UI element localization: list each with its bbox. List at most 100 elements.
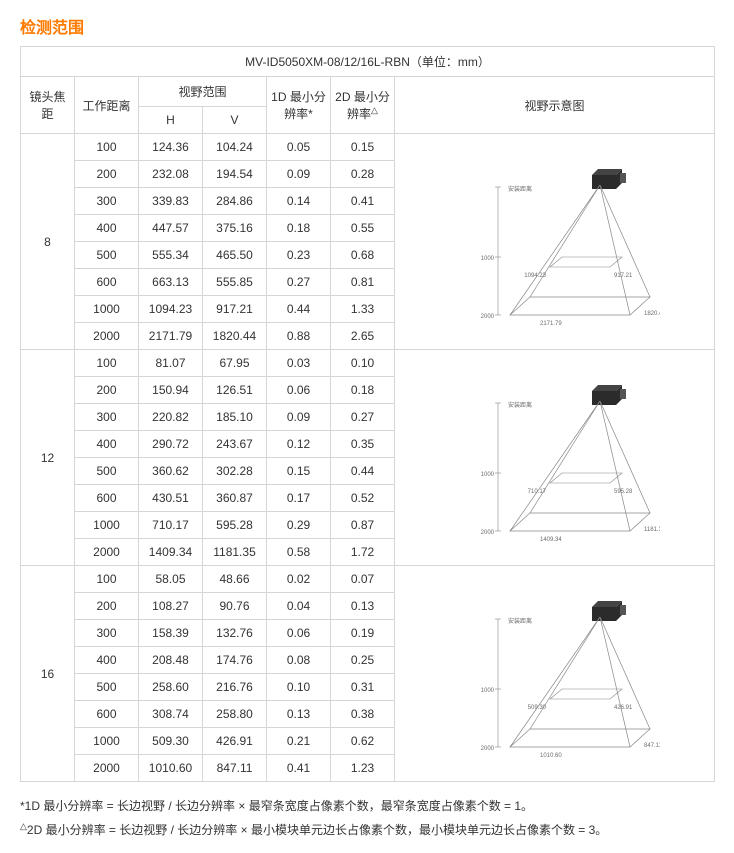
min1d-cell: 0.09 — [267, 404, 331, 431]
table-row: 1210081.0767.950.030.1010002000安装距离710.1… — [21, 350, 715, 377]
fov-v-cell: 917.21 — [203, 296, 267, 323]
fov-v-cell: 360.87 — [203, 485, 267, 512]
min1d-cell: 0.10 — [267, 674, 331, 701]
fov-v-cell: 216.76 — [203, 674, 267, 701]
fov-h-cell: 2171.79 — [139, 323, 203, 350]
fov-v-cell: 284.86 — [203, 188, 267, 215]
footnote-2d: △2D 最小分辨率 = 长边视野 / 长边分辨率 × 最小模块单元边长占像素个数… — [20, 818, 714, 842]
svg-text:1409.34: 1409.34 — [540, 537, 562, 543]
fov-h-cell: 58.05 — [139, 566, 203, 593]
wd-cell: 100 — [75, 350, 139, 377]
wd-cell: 500 — [75, 458, 139, 485]
svg-text:2000: 2000 — [480, 314, 494, 320]
min2d-cell: 0.10 — [331, 350, 395, 377]
fov-h-cell: 81.07 — [139, 350, 203, 377]
model-header: MV-ID5050XM-08/12/16L-RBN（单位：mm） — [21, 47, 715, 77]
fov-h-cell: 509.30 — [139, 728, 203, 755]
svg-text:847.11: 847.11 — [644, 743, 660, 749]
min2d-cell: 2.65 — [331, 323, 395, 350]
fov-h-cell: 290.72 — [139, 431, 203, 458]
min2d-cell: 0.13 — [331, 593, 395, 620]
wd-cell: 200 — [75, 593, 139, 620]
svg-text:426.91: 426.91 — [614, 705, 633, 711]
footnote-2d-sup: △ — [20, 821, 27, 831]
wd-cell: 300 — [75, 404, 139, 431]
fov-v-cell: 258.80 — [203, 701, 267, 728]
wd-cell: 500 — [75, 242, 139, 269]
wd-cell: 1000 — [75, 296, 139, 323]
focal-cell: 16 — [21, 566, 75, 782]
head-1d-l1: 1D 最小分 — [271, 90, 326, 104]
head-focal: 镜头焦距 — [21, 77, 75, 134]
footnotes: *1D 最小分辨率 = 长边视野 / 长边分辨率 × 最窄条宽度占像素个数，最窄… — [20, 796, 714, 841]
min2d-cell: 0.62 — [331, 728, 395, 755]
head-fov: 视野范围 — [139, 77, 267, 107]
fov-v-cell: 595.28 — [203, 512, 267, 539]
min2d-cell: 0.27 — [331, 404, 395, 431]
focal-cell: 12 — [21, 350, 75, 566]
focal-cell: 8 — [21, 134, 75, 350]
fov-v-cell: 426.91 — [203, 728, 267, 755]
footnote-1d: *1D 最小分辨率 = 长边视野 / 长边分辨率 × 最窄条宽度占像素个数，最窄… — [20, 796, 714, 818]
min2d-cell: 0.35 — [331, 431, 395, 458]
fov-v-cell: 132.76 — [203, 620, 267, 647]
wd-cell: 100 — [75, 134, 139, 161]
min1d-cell: 0.04 — [267, 593, 331, 620]
head-2d-l1: 2D 最小分 — [335, 90, 390, 104]
min2d-cell: 0.44 — [331, 458, 395, 485]
min1d-cell: 0.21 — [267, 728, 331, 755]
fov-h-cell: 430.51 — [139, 485, 203, 512]
min1d-cell: 0.12 — [267, 431, 331, 458]
svg-text:2171.79: 2171.79 — [540, 321, 562, 327]
fov-v-cell: 185.10 — [203, 404, 267, 431]
fov-v-cell: 104.24 — [203, 134, 267, 161]
fov-h-cell: 339.83 — [139, 188, 203, 215]
wd-cell: 400 — [75, 647, 139, 674]
fov-v-cell: 1181.35 — [203, 539, 267, 566]
fov-h-cell: 308.74 — [139, 701, 203, 728]
min2d-cell: 0.87 — [331, 512, 395, 539]
fov-h-cell: 360.62 — [139, 458, 203, 485]
table-row: 1610058.0548.660.020.0710002000安装距离509.3… — [21, 566, 715, 593]
min1d-cell: 0.08 — [267, 647, 331, 674]
svg-text:710.17: 710.17 — [527, 489, 546, 495]
min1d-cell: 0.14 — [267, 188, 331, 215]
min1d-cell: 0.09 — [267, 161, 331, 188]
min1d-cell: 0.03 — [267, 350, 331, 377]
svg-text:2000: 2000 — [480, 746, 494, 752]
min1d-cell: 0.05 — [267, 134, 331, 161]
fov-h-cell: 1409.34 — [139, 539, 203, 566]
min1d-cell: 0.88 — [267, 323, 331, 350]
min1d-cell: 0.44 — [267, 296, 331, 323]
wd-cell: 500 — [75, 674, 139, 701]
fov-h-cell: 158.39 — [139, 620, 203, 647]
min2d-cell: 0.68 — [331, 242, 395, 269]
wd-cell: 2000 — [75, 323, 139, 350]
wd-cell: 1000 — [75, 728, 139, 755]
diagram-cell: 10002000安装距离509.30426.911010.60847.11 — [395, 566, 715, 782]
min2d-cell: 0.52 — [331, 485, 395, 512]
fov-h-cell: 220.82 — [139, 404, 203, 431]
min1d-cell: 0.15 — [267, 458, 331, 485]
diagram-cell: 10002000安装距离1094.23917.212171.791820.44 — [395, 134, 715, 350]
fov-v-cell: 243.67 — [203, 431, 267, 458]
wd-cell: 400 — [75, 215, 139, 242]
wd-cell: 400 — [75, 431, 139, 458]
head-fov-v: V — [203, 107, 267, 134]
svg-text:1000: 1000 — [480, 256, 494, 262]
svg-text:1010.60: 1010.60 — [540, 753, 562, 759]
wd-cell: 100 — [75, 566, 139, 593]
min2d-cell: 0.38 — [331, 701, 395, 728]
fov-h-cell: 108.27 — [139, 593, 203, 620]
wd-cell: 300 — [75, 620, 139, 647]
svg-text:917.21: 917.21 — [614, 273, 633, 279]
svg-text:509.30: 509.30 — [527, 705, 546, 711]
svg-text:595.28: 595.28 — [614, 489, 633, 495]
fov-h-cell: 555.34 — [139, 242, 203, 269]
min2d-cell: 0.28 — [331, 161, 395, 188]
min2d-cell: 1.33 — [331, 296, 395, 323]
fov-h-cell: 124.36 — [139, 134, 203, 161]
svg-text:1094.23: 1094.23 — [524, 273, 546, 279]
svg-text:1000: 1000 — [480, 688, 494, 694]
min2d-cell: 0.31 — [331, 674, 395, 701]
